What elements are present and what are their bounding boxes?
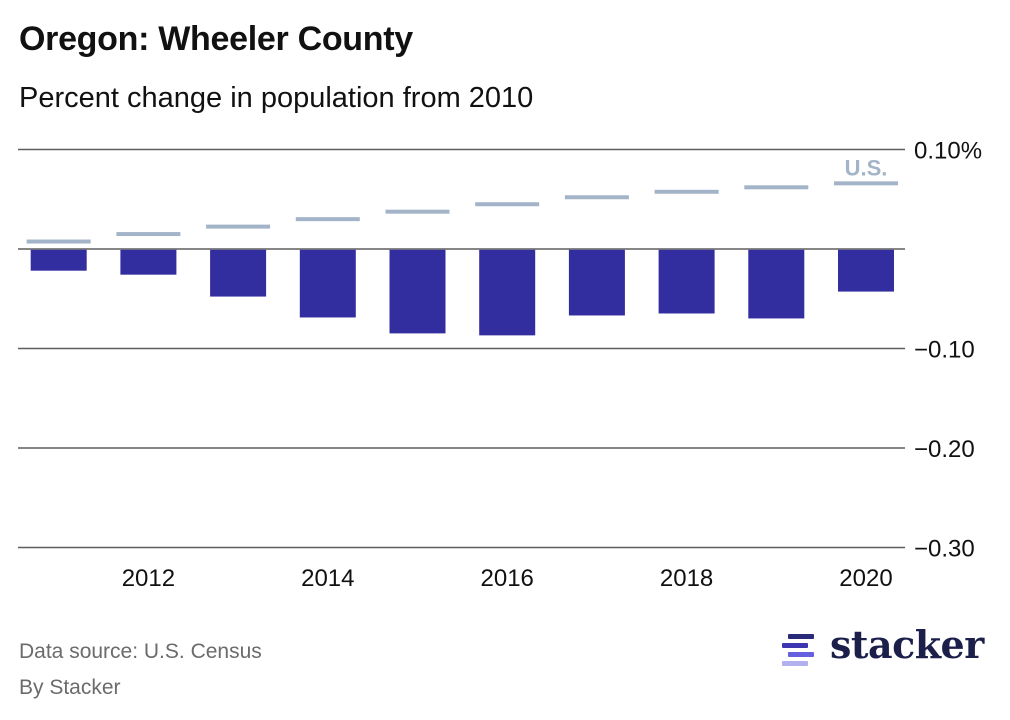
county-bar — [748, 249, 805, 319]
logo-bar-4 — [782, 661, 808, 666]
x-tick-label: 2012 — [122, 565, 175, 592]
us-marker — [475, 202, 540, 207]
logo-bar-3 — [788, 652, 814, 657]
gridlines — [18, 148, 905, 549]
x-tick-label: 2016 — [481, 565, 534, 592]
y-tick-label: −0.30 — [914, 536, 975, 563]
us-marker — [385, 209, 450, 214]
y-tick-label: −0.10 — [914, 337, 975, 364]
county-bar — [838, 249, 894, 292]
data-source: Data source: U.S. Census — [19, 640, 262, 663]
x-tick-label: 2020 — [839, 565, 892, 592]
byline: By Stacker — [19, 676, 121, 699]
county-bar — [389, 249, 446, 334]
us-marker — [654, 189, 719, 194]
y-tick-label: −0.20 — [914, 436, 975, 463]
us-series-label: U.S. — [845, 155, 888, 180]
us-marker — [206, 224, 271, 229]
county-bar — [299, 249, 356, 318]
x-tick-label: 2014 — [301, 565, 354, 592]
county-bar — [658, 249, 715, 314]
stacker-logo[interactable]: stacker — [780, 622, 1000, 672]
us-marker — [116, 232, 181, 237]
county-bar — [210, 249, 267, 297]
county-bar — [568, 249, 625, 316]
us-marker — [834, 181, 898, 186]
y-tick-label: 0.10% — [914, 138, 982, 165]
logo-wordmark: stacker — [830, 622, 984, 667]
logo-bar-2 — [782, 643, 808, 648]
county-bar — [479, 249, 536, 336]
us-marker — [295, 217, 360, 222]
x-tick-label: 2018 — [660, 565, 713, 592]
chart-title: Oregon: Wheeler County — [19, 20, 413, 58]
chart-subtitle: Percent change in population from 2010 — [19, 82, 534, 114]
axis-labels: 0.10% −0.10 −0.20 −0.30 U.S. 2012 2014 2016 2018… — [122, 138, 982, 593]
county-bar — [120, 249, 177, 275]
us-marker — [26, 239, 91, 244]
population-change-chart: 0.10% −0.10 −0.20 −0.30 U.S. 2012 2014 2016 2018… — [18, 138, 982, 593]
county-bars — [30, 249, 894, 336]
us-markers — [26, 181, 898, 244]
us-marker — [564, 195, 629, 200]
county-bar — [30, 249, 87, 271]
logo-bar-1 — [788, 634, 814, 639]
us-marker — [744, 185, 809, 190]
